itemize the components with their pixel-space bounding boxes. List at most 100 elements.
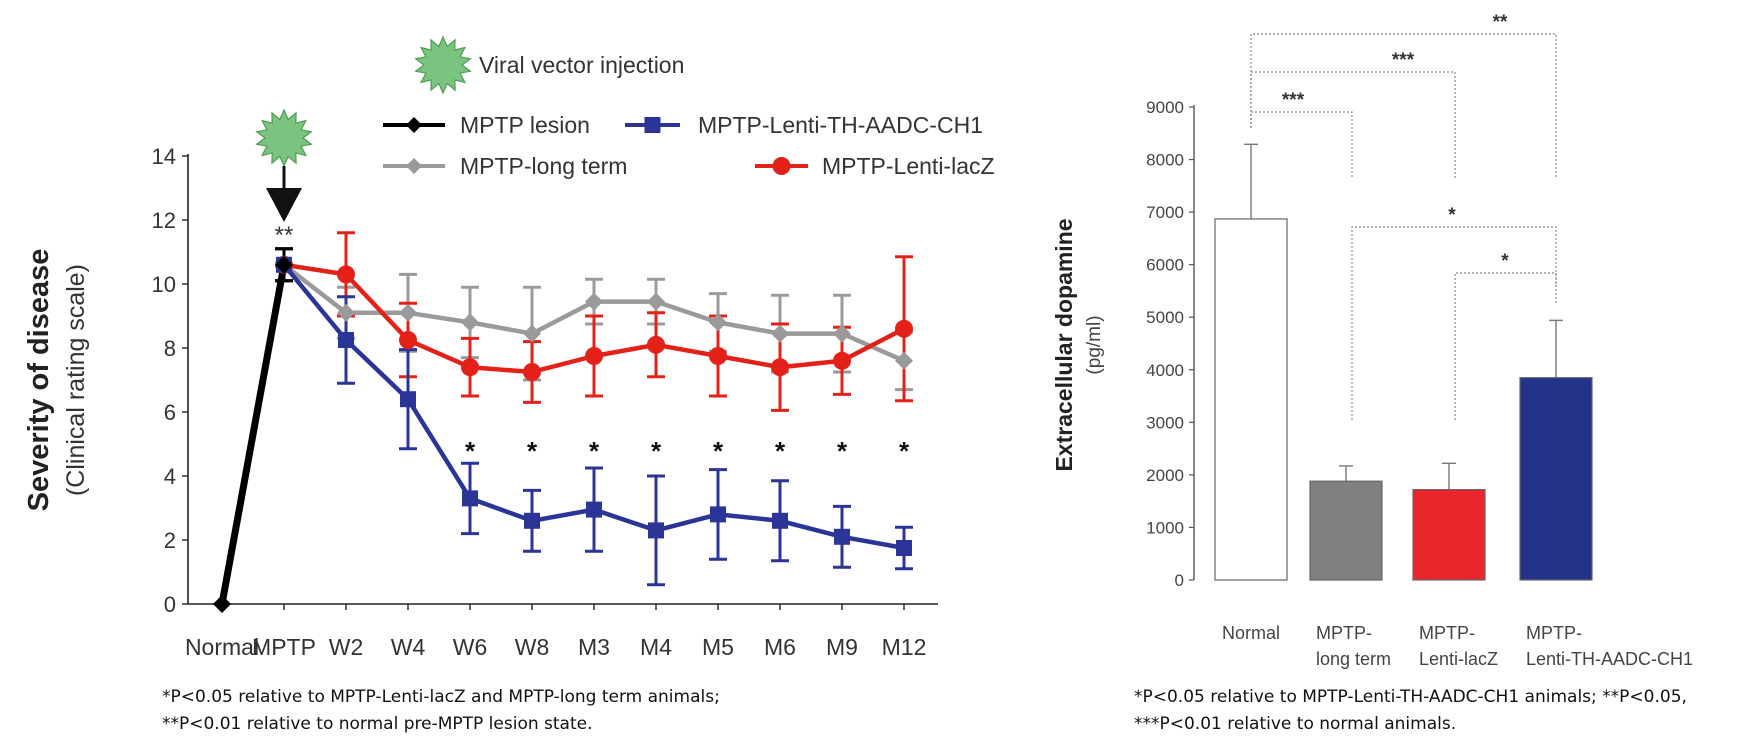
comparison-bracket — [1250, 71, 1456, 178]
x-tick-label: M5 — [702, 634, 734, 660]
data-point — [895, 319, 913, 338]
right-footnote-line-1: *P<0.05 relative to MPTP-Lenti-TH-AADC-C… — [1134, 687, 1687, 707]
significance-star: * — [713, 436, 724, 466]
right-footnote-line-2: ***P<0.01 relative to normal animals. — [1134, 714, 1457, 734]
series-line-mptp-lesion — [218, 264, 288, 605]
y-tick-label: 12 — [152, 208, 176, 233]
data-point — [833, 351, 851, 370]
significance-star: * — [651, 436, 662, 466]
bar — [1214, 218, 1288, 581]
injection-arrow-head-icon — [266, 188, 302, 222]
x-tick-label: M12 — [882, 634, 927, 660]
significance-star: * — [775, 436, 786, 466]
y-tick-label: 2 — [164, 528, 176, 553]
data-point — [771, 358, 789, 377]
x-tick-label: W2 — [329, 634, 364, 660]
y-tick-label: 4 — [164, 464, 176, 489]
y-tick-label: 2000 — [1146, 466, 1184, 485]
y-tick-label: 5000 — [1146, 308, 1184, 327]
bar — [1519, 377, 1593, 581]
x-tick-label: Normal — [185, 634, 259, 660]
data-point — [524, 512, 540, 529]
y-tick-label: 8 — [164, 336, 176, 361]
x-tick-label: W8 — [515, 634, 550, 660]
x-tick-label: M6 — [764, 634, 796, 660]
significance-star: * — [837, 436, 848, 466]
x-tick-label: M9 — [826, 634, 858, 660]
data-point — [647, 335, 665, 354]
right-footnote: *P<0.05 relative to MPTP-Lenti-TH-AADC-C… — [1134, 684, 1687, 738]
legend-label: MPTP-Lenti-TH-AADC-CH1 — [698, 112, 983, 138]
y-axis-subtitle: (Clinical rating scale) — [62, 264, 90, 496]
comparison-bracket — [1250, 111, 1353, 178]
data-point — [523, 363, 541, 381]
y-tick-label: 14 — [152, 144, 176, 169]
data-point — [833, 324, 851, 343]
x-tick-label: Lenti-lacZ — [1419, 649, 1498, 669]
data-point — [586, 501, 602, 518]
data-point — [710, 506, 726, 523]
data-point — [461, 358, 479, 377]
comparison-label: ** — [1493, 12, 1508, 33]
x-tick-label: W6 — [453, 634, 488, 660]
y-axis-title: Severity of disease — [23, 249, 55, 512]
legend-marker-icon — [406, 158, 422, 174]
significance-star: * — [589, 436, 600, 466]
comparison-label: * — [1501, 251, 1509, 272]
data-point — [275, 255, 293, 274]
injection-significance-label: ** — [275, 222, 294, 249]
data-point — [337, 265, 355, 284]
significance-star: * — [465, 436, 476, 466]
data-point — [896, 540, 912, 556]
data-point — [523, 324, 541, 343]
x-tick-label: MPTP- — [1526, 623, 1582, 643]
significance-star: * — [527, 436, 538, 466]
left-footnote-line-2: **P<0.01 relative to normal pre-MPTP les… — [162, 714, 593, 734]
comparison-bracket — [1351, 226, 1557, 420]
y-tick-label: 3000 — [1146, 413, 1184, 432]
comparison-label: * — [1448, 205, 1456, 226]
comparison-label: *** — [1392, 50, 1415, 71]
data-point — [771, 324, 789, 343]
legend-label: MPTP lesion — [460, 112, 590, 138]
legend-label: MPTP-long term — [460, 153, 627, 179]
x-tick-label: Lenti-TH-AADC-CH1 — [1526, 649, 1693, 669]
y-axis-subtitle: (pg/ml) — [1084, 315, 1105, 374]
bar — [1309, 480, 1383, 581]
bar — [1412, 489, 1486, 581]
dopamine-bar-chart: 0 1000 2000 3000 4000 5000 6000 7000 8000 9000 Ext… — [1051, 12, 1693, 669]
x-tick-label: long term — [1316, 649, 1391, 669]
legend-marker-icon — [772, 157, 791, 175]
y-tick-label: 0 — [164, 592, 176, 617]
x-tick-label: MPTP- — [1316, 623, 1372, 643]
y-tick-label: 9000 — [1146, 98, 1184, 117]
x-tick-label: Normal — [1222, 623, 1280, 643]
data-point — [399, 331, 417, 349]
data-point — [585, 347, 603, 365]
significance-star: * — [899, 436, 910, 466]
data-point — [462, 490, 478, 507]
data-point — [834, 528, 850, 545]
x-tick-label: MPTP- — [1419, 623, 1475, 643]
y-tick-label: 0 — [1175, 571, 1184, 590]
x-tick-label: M4 — [640, 634, 672, 660]
left-footnote-line-1: *P<0.05 relative to MPTP-Lenti-lacZ and … — [162, 687, 720, 707]
x-tick-label: M3 — [578, 634, 610, 660]
y-tick-label: 6000 — [1146, 256, 1184, 275]
y-tick-label: 10 — [152, 272, 176, 297]
data-point — [399, 303, 417, 322]
data-point — [648, 522, 664, 539]
data-point — [647, 292, 665, 311]
data-point — [772, 512, 788, 529]
legend-label: MPTP-Lenti-lacZ — [822, 153, 995, 179]
injection-legend-label: Viral vector injection — [479, 52, 684, 78]
y-tick-label: 7000 — [1146, 203, 1184, 222]
data-point — [213, 595, 231, 613]
y-tick-label: 8000 — [1146, 151, 1184, 170]
x-tick-label: W4 — [391, 634, 426, 660]
data-point — [709, 313, 727, 332]
data-point — [337, 303, 355, 322]
injection-marker-starburst-icon — [255, 108, 313, 168]
y-tick-label: 1000 — [1146, 518, 1184, 537]
